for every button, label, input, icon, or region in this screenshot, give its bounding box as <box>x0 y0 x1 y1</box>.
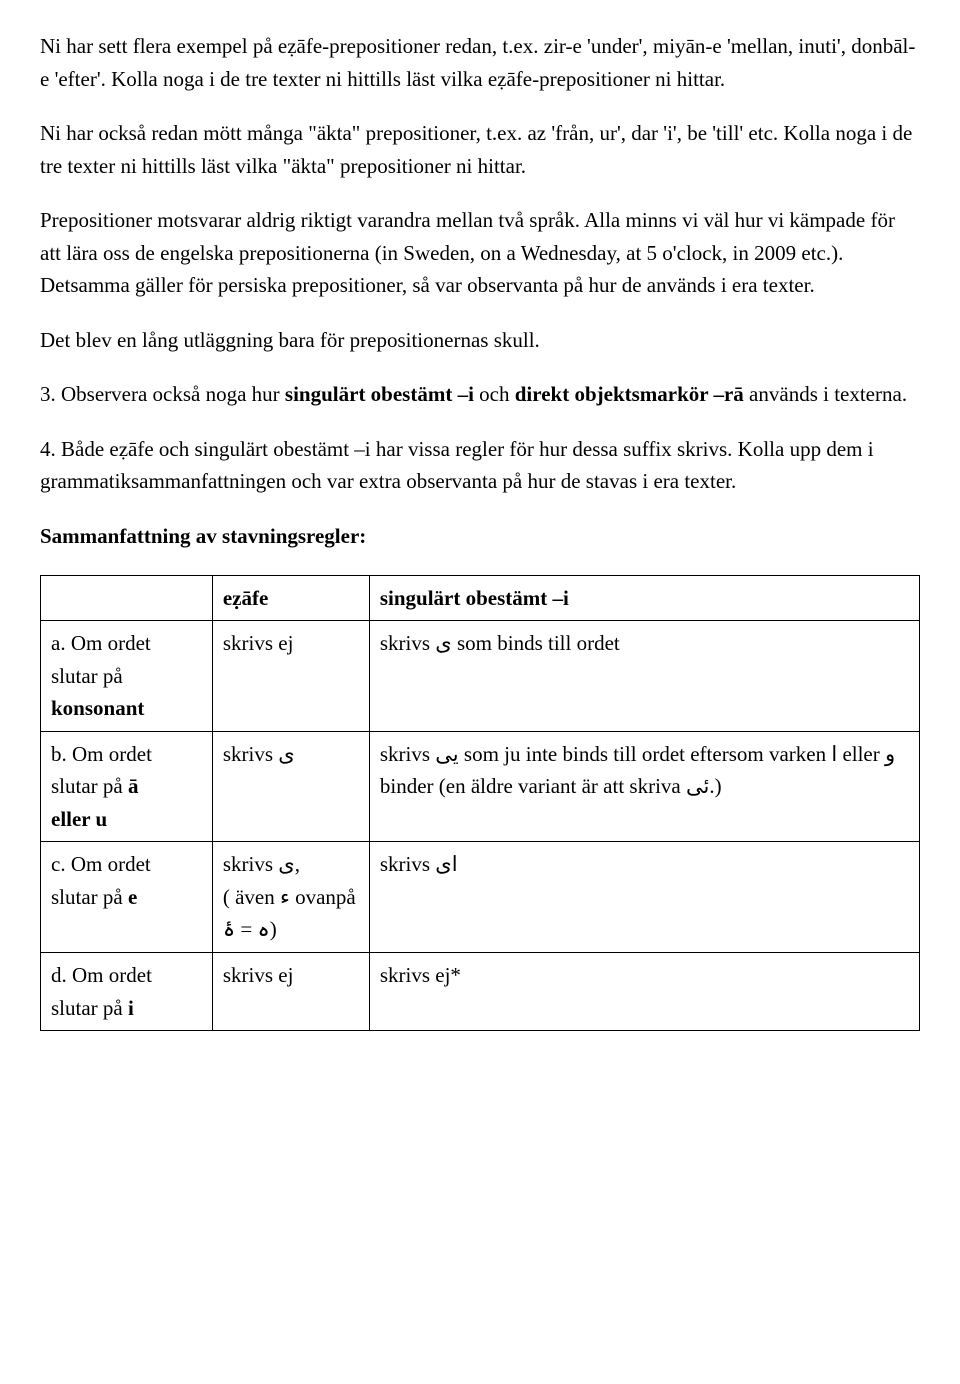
row-c-c2-line1: skrivs ى, <box>223 852 300 876</box>
p5-text-e: används i texterna. <box>744 382 907 406</box>
table-row: b. Om ordet slutar på ā eller u skrivs ى… <box>41 731 920 842</box>
table-row: d. Om ordet slutar på i skrivs ej skrivs… <box>41 953 920 1031</box>
row-c-col-2: skrivs ى, ( även ء ovanpå ه = ۀ) <box>212 842 369 953</box>
paragraph-4: Det blev en lång utläggning bara för pre… <box>40 324 920 357</box>
row-c-col-3: skrivs اى <box>369 842 919 953</box>
table-row: c. Om ordet slutar på e skrivs ى, ( även… <box>41 842 920 953</box>
row-a-c1-bold: konsonant <box>51 696 144 720</box>
p5-text-a: 3. Observera också noga hur <box>40 382 285 406</box>
table-header-row: eẓāfe singulärt obestämt –i <box>41 575 920 621</box>
row-d-col-2: skrivs ej <box>212 953 369 1031</box>
header-col-3: singulärt obestämt –i <box>369 575 919 621</box>
p5-bold-d: direkt objektsmarkör –rā <box>515 382 744 406</box>
row-b-c1-bold-u: eller u <box>51 807 107 831</box>
p5-text-c: och <box>474 382 515 406</box>
row-c-c1-bold: e <box>128 885 137 909</box>
row-b-col-2: skrivs ى <box>212 731 369 842</box>
paragraph-3: Prepositioner motsvarar aldrig riktigt v… <box>40 204 920 302</box>
paragraph-5: 3. Observera också noga hur singulärt ob… <box>40 378 920 411</box>
paragraph-2: Ni har också redan mött många "äkta" pre… <box>40 117 920 182</box>
row-c-col-1: c. Om ordet slutar på e <box>41 842 213 953</box>
row-b-col-3: skrivs یی som ju inte binds till ordet e… <box>369 731 919 842</box>
row-a-c1-text: a. Om ordet slutar på <box>51 631 151 688</box>
header-col-2: eẓāfe <box>212 575 369 621</box>
row-d-col-3: skrivs ej* <box>369 953 919 1031</box>
table-row: a. Om ordet slutar på konsonant skrivs e… <box>41 621 920 732</box>
header-col-1 <box>41 575 213 621</box>
row-b-col-1: b. Om ordet slutar på ā eller u <box>41 731 213 842</box>
row-a-col-2: skrivs ej <box>212 621 369 732</box>
row-d-c1-bold: i <box>128 996 134 1020</box>
row-a-col-1: a. Om ordet slutar på konsonant <box>41 621 213 732</box>
summary-heading: Sammanfattning av stavningsregler: <box>40 520 920 553</box>
row-d-col-1: d. Om ordet slutar på i <box>41 953 213 1031</box>
row-c-c2-line2: ( även ء ovanpå ه = ۀ) <box>223 885 356 942</box>
p5-bold-b: singulärt obestämt –i <box>285 382 474 406</box>
row-a-col-3: skrivs ى som binds till ordet <box>369 621 919 732</box>
spelling-rules-table: eẓāfe singulärt obestämt –i a. Om ordet … <box>40 575 920 1032</box>
paragraph-6: 4. Både eẓāfe och singulärt obestämt –i … <box>40 433 920 498</box>
document-page: Ni har sett flera exempel på eẓāfe-prepo… <box>0 0 960 1071</box>
row-b-c1-bold-a: ā <box>128 774 139 798</box>
row-d-c1-text: d. Om ordet slutar på <box>51 963 152 1020</box>
paragraph-1: Ni har sett flera exempel på eẓāfe-prepo… <box>40 30 920 95</box>
